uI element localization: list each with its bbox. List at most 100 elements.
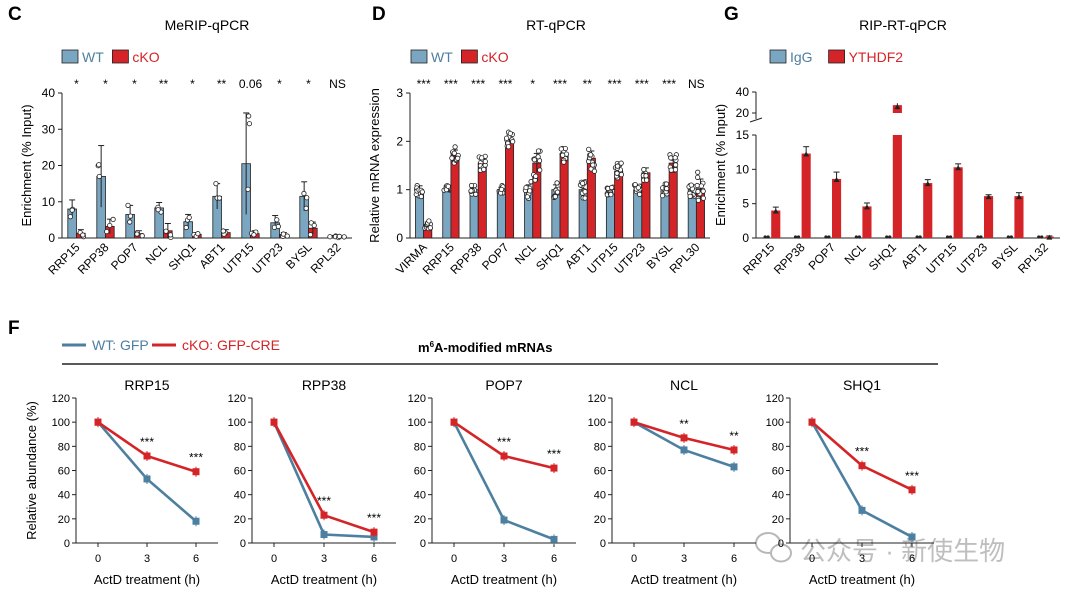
legend-label: YTHDF2	[849, 49, 904, 65]
wechat-icon	[755, 532, 792, 563]
data-point	[698, 183, 704, 189]
data-point	[426, 218, 432, 224]
x-axis-label: ActD treatment (h)	[94, 572, 200, 587]
chart-title: RRP15	[124, 377, 169, 393]
data-point	[167, 232, 174, 238]
x-axis-label: ActD treatment (h)	[451, 572, 557, 587]
significance-label: *	[103, 77, 108, 91]
data-point	[695, 174, 701, 180]
data-point	[614, 163, 621, 169]
x-tick-label: 6	[551, 553, 557, 565]
y-tick-label: 60	[234, 466, 246, 478]
significance-label: ***	[417, 77, 431, 91]
x-tick-label: RRP15	[45, 240, 82, 277]
y-tick-label: 40	[736, 85, 750, 99]
x-tick-label: UTP23	[249, 240, 286, 277]
data-point	[695, 188, 701, 195]
significance-label: ***	[497, 435, 511, 449]
data-point	[524, 194, 530, 200]
data-point	[449, 155, 455, 161]
legend-swatch	[61, 49, 79, 64]
x-tick-label: 6	[909, 553, 915, 565]
data-point	[307, 232, 314, 238]
data-point	[482, 158, 488, 165]
data-point	[213, 181, 219, 187]
x-tick-label: SHQ1	[166, 240, 199, 273]
data-point	[452, 144, 458, 150]
data-point	[505, 144, 512, 150]
data-point	[104, 228, 110, 235]
significance-label: ***	[189, 451, 203, 465]
bar	[1014, 196, 1024, 238]
data-point	[327, 234, 333, 240]
y-tick-label: 20	[736, 106, 750, 120]
data-point	[580, 180, 586, 186]
data-point	[304, 195, 310, 201]
data-point	[216, 195, 223, 201]
legend-swatch	[828, 49, 845, 64]
data-point	[588, 152, 594, 158]
significance-label: ***	[608, 77, 622, 91]
x-tick-label: RPP38	[448, 240, 485, 277]
legend-label: IgG	[790, 49, 813, 65]
y-tick-label: 0	[240, 538, 246, 550]
data-point	[427, 225, 433, 231]
data-point	[695, 197, 702, 203]
data-point	[700, 195, 706, 201]
data-point	[246, 113, 252, 119]
x-tick-label: POP7	[108, 240, 141, 273]
y-tick-label: 20	[234, 514, 246, 526]
line-panel-rrp15: RRP15 0 20 40 60 80 100 120 0 3 6 ActD treatment (h…	[24, 377, 218, 587]
data-point	[833, 176, 840, 182]
data-point	[672, 155, 678, 161]
legend-label: WT	[82, 49, 104, 65]
significance-label: ***	[471, 77, 485, 91]
data-point	[418, 193, 424, 200]
data-point	[504, 135, 510, 141]
significance-label: *	[74, 77, 79, 91]
bar	[832, 178, 842, 238]
data-point	[687, 193, 693, 199]
data-point	[888, 235, 892, 239]
data-point	[481, 166, 487, 173]
bar	[450, 154, 460, 239]
y-axis-label: Enrichment (% Input)	[713, 104, 728, 226]
data-point	[663, 181, 670, 187]
data-point	[955, 165, 962, 171]
chart-title: POP7	[485, 377, 523, 393]
watermark-text: 公众号 · 新使生物	[800, 536, 1005, 566]
significance-label: NS	[688, 77, 705, 91]
y-axis-label: Relative abundance (%)	[24, 401, 39, 540]
y-tick-label: 120	[52, 393, 70, 405]
data-point	[618, 160, 624, 166]
data-point	[195, 231, 201, 237]
significance-label: **	[729, 429, 739, 443]
data-point	[67, 214, 73, 220]
x-tick-label: SHQ1	[533, 240, 566, 273]
y-tick-label: 40	[594, 490, 606, 502]
data-point	[608, 191, 614, 198]
significance-label: ***	[498, 77, 512, 91]
data-point	[523, 184, 529, 191]
x-tick-label: SHQ1	[866, 240, 899, 273]
data-point	[107, 222, 113, 229]
legend-swatch	[112, 49, 129, 64]
y-tick-label: 80	[234, 441, 246, 453]
data-point	[455, 155, 461, 161]
data-point	[924, 181, 931, 187]
panel-letter-f: F	[8, 318, 20, 339]
significance-label: NS	[329, 77, 346, 91]
data-point	[824, 235, 828, 239]
data-point	[468, 188, 474, 194]
y-tick-label: 40	[42, 86, 56, 100]
data-point	[251, 232, 257, 238]
data-point	[468, 182, 475, 189]
data-point	[125, 202, 131, 208]
data-point	[341, 234, 347, 240]
data-point	[1046, 234, 1053, 240]
data-point	[183, 224, 189, 231]
bar	[953, 167, 963, 238]
data-point	[301, 190, 307, 197]
x-axis-label: ActD treatment (h)	[809, 572, 915, 587]
significance-label: ***	[553, 77, 567, 91]
